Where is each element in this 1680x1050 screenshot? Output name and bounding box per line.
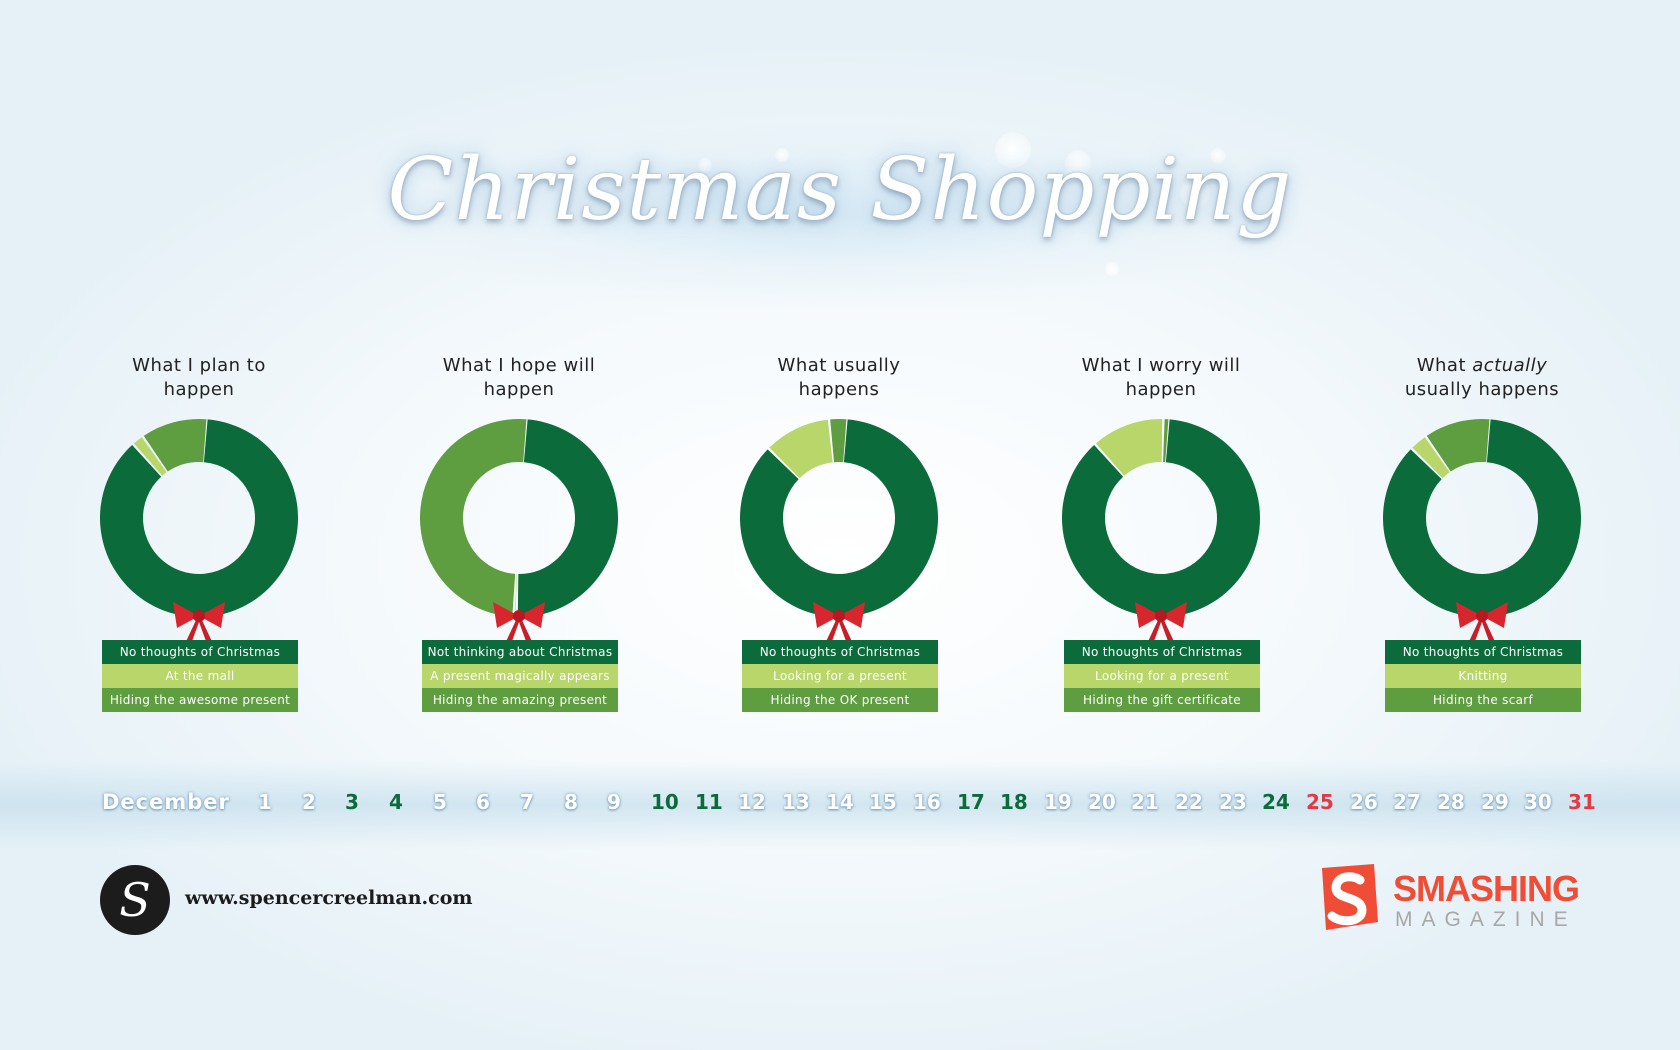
calendar-day: 10	[651, 790, 679, 814]
donut-slice	[769, 419, 833, 479]
donut-slice	[1426, 419, 1490, 472]
chart-legend: No thoughts of Christmas Looking for a pr…	[1064, 640, 1260, 712]
legend-label: Knitting	[1385, 664, 1581, 688]
title-glow	[380, 120, 1280, 310]
donut-slice	[740, 419, 938, 617]
donut-slice	[419, 418, 527, 617]
calendar-day: 9	[607, 790, 621, 814]
calendar-day: 19	[1044, 790, 1072, 814]
donut-slice	[1412, 437, 1450, 479]
calendar-day: 4	[389, 790, 403, 814]
calendar-day: 20	[1088, 790, 1116, 814]
legend-label: Looking for a present	[1064, 664, 1260, 688]
calendar-day: 25	[1306, 790, 1334, 814]
chart-legend: Not thinking about Christmas A present ma…	[422, 640, 618, 712]
chart-legend: No thoughts of Christmas Looking for a pr…	[742, 640, 938, 712]
calendar-day: 13	[782, 790, 810, 814]
donut-slice	[1095, 419, 1163, 476]
calendar-day: 24	[1262, 790, 1290, 814]
snow-bokeh	[775, 148, 789, 162]
legend-label: No thoughts of Christmas	[102, 640, 298, 664]
calendar-day: 16	[913, 790, 941, 814]
calendar-glow-band	[0, 760, 1680, 850]
calendar-day: 11	[695, 790, 723, 814]
calendar-day: 26	[1350, 790, 1378, 814]
donut-slice	[830, 419, 847, 463]
calendar-day: 28	[1437, 790, 1465, 814]
calendar-day: 6	[476, 790, 490, 814]
smashing-subtitle: MAGAZINE	[1395, 908, 1577, 931]
donut-slice	[99, 419, 298, 617]
legend-label: Hiding the awesome present	[102, 688, 298, 712]
chart-legend: No thoughts of Christmas Knitting Hiding t…	[1385, 640, 1581, 712]
legend-label: No thoughts of Christmas	[1385, 640, 1581, 664]
chart-title-part: usually happens	[1404, 379, 1560, 400]
calendar-day: 18	[1000, 790, 1028, 814]
chart-title: What actually usually happens	[1362, 354, 1602, 402]
calendar-day: 8	[564, 790, 578, 814]
legend-label: Looking for a present	[742, 664, 938, 688]
smashing-name: SMASHING	[1393, 868, 1580, 909]
legend-label: No thoughts of Christmas	[742, 640, 938, 664]
donut-slice	[143, 419, 207, 472]
calendar-day: 30	[1524, 790, 1552, 814]
calendar-day: 1	[258, 790, 272, 814]
legend-label: Hiding the amazing present	[422, 688, 618, 712]
legend-label: Not thinking about Christmas	[422, 640, 618, 664]
donut-svg	[99, 419, 298, 617]
calendar-day: 12	[738, 790, 766, 814]
chart-title: What I hope will happen	[442, 355, 596, 400]
snow-bokeh	[1180, 178, 1210, 208]
donut-slice	[1062, 419, 1260, 617]
donut-slice	[1163, 419, 1169, 463]
chart-title-part: What	[1416, 355, 1473, 376]
legend-label: Hiding the OK present	[742, 688, 938, 712]
calendar-day: 2	[302, 790, 316, 814]
calendar-day: 17	[957, 790, 985, 814]
donut-slice	[133, 437, 167, 476]
snow-bokeh	[1065, 150, 1091, 176]
chart-title: What I plan to happen	[132, 355, 266, 400]
donut-svg	[419, 418, 618, 617]
smashing-logo-icon	[1322, 864, 1378, 930]
donut-slice	[1383, 419, 1581, 617]
calendar-day: 31	[1568, 790, 1596, 814]
snow-bokeh	[510, 210, 522, 222]
legend-label: At the mall	[102, 664, 298, 688]
donut-svg	[1062, 419, 1260, 617]
chart-legend: No thoughts of Christmas At the mall Hidin…	[102, 640, 298, 712]
calendar-day: 3	[345, 790, 359, 814]
author-url[interactable]: www.spencercreelman.com	[185, 887, 473, 909]
legend-label: Hiding the scarf	[1385, 688, 1581, 712]
chart-title: What I worry will happen	[1081, 355, 1241, 400]
page-title: Christmas Shopping	[387, 140, 1293, 240]
snow-bokeh	[1210, 148, 1226, 164]
snow-bokeh	[698, 158, 712, 172]
calendar-day: 14	[826, 790, 854, 814]
legend-label: Hiding the gift certificate	[1064, 688, 1260, 712]
chart-title-part: actually	[1472, 355, 1548, 376]
calendar-day: 7	[520, 790, 534, 814]
december-calendar: December 1 2 3 4 5 6 7 8 9 10 11 12 13 14 15 16 17 18 19 20…	[0, 790, 1680, 820]
calendar-day: 15	[869, 790, 897, 814]
legend-label: No thoughts of Christmas	[1064, 640, 1260, 664]
donut-slice	[514, 573, 517, 617]
donut-slice	[517, 419, 618, 617]
legend-label: A present magically appears	[422, 664, 618, 688]
snow-bokeh	[995, 132, 1031, 168]
donut-svg	[740, 419, 938, 617]
calendar-day: 21	[1131, 790, 1159, 814]
donut-svg	[1383, 419, 1581, 617]
calendar-day: 27	[1393, 790, 1421, 814]
calendar-day: 29	[1481, 790, 1509, 814]
snow-bokeh	[1105, 262, 1119, 276]
calendar-day: 23	[1219, 790, 1247, 814]
calendar-day: 5	[433, 790, 447, 814]
author-logo: S	[100, 865, 170, 935]
chart-title: What usually happens	[777, 355, 901, 400]
calendar-day: 22	[1175, 790, 1203, 814]
calendar-month: December	[102, 790, 230, 814]
